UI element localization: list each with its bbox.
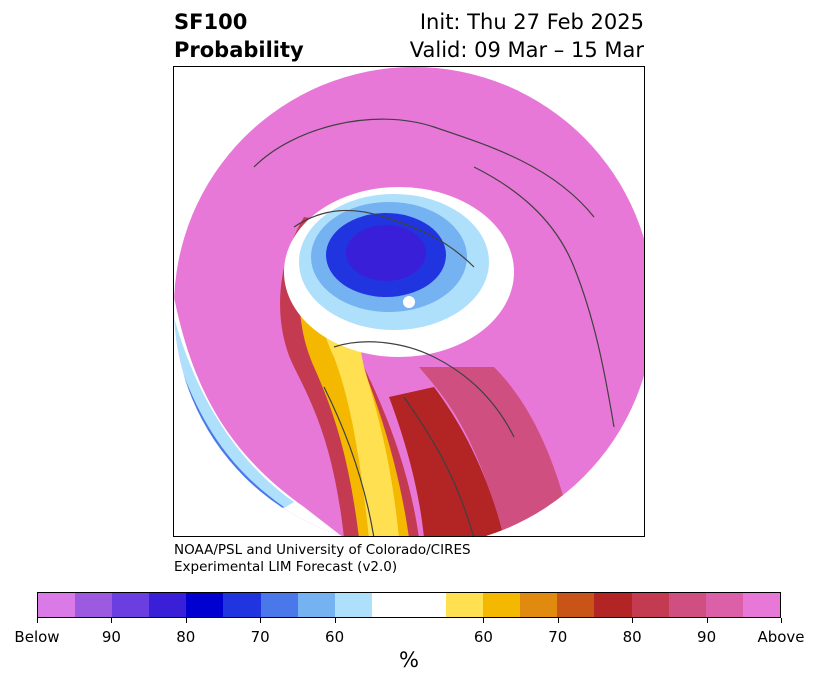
above-east-dark — [389, 387, 504, 536]
credit-line-1: NOAA/PSL and University of Colorado/CIRE… — [174, 542, 471, 558]
colorbar-tick-label: 60 — [473, 628, 493, 646]
colorbar-tick-label: 60 — [325, 628, 345, 646]
colorbar-segment — [260, 593, 298, 617]
valid-dates: Valid: 09 Mar – 15 Mar — [409, 38, 644, 62]
colorbar-tick-mark — [334, 618, 336, 623]
colorbar-segment — [594, 593, 632, 617]
colorbar-tick-mark — [781, 618, 782, 623]
colorbar-segment — [38, 593, 76, 617]
probability-map — [174, 67, 644, 536]
map-title: SF100 Probability — [174, 8, 304, 64]
colorbar-segment — [223, 593, 261, 617]
coastlines — [253, 118, 615, 536]
above-east — [419, 367, 574, 536]
colorbar-segment — [371, 593, 409, 617]
colorbar-tick-label: 70 — [548, 628, 568, 646]
neutral-spot — [403, 296, 415, 308]
forecast-dates: Init: Thu 27 Feb 2025 Valid: 09 Mar – 15… — [410, 8, 644, 64]
colorbar-tick-label: 70 — [250, 628, 270, 646]
colorbar-tick-label: Above — [757, 628, 805, 646]
credit-text: NOAA/PSL and University of Colorado/CIRE… — [174, 542, 471, 576]
colorbar-tick-mark — [632, 618, 634, 623]
colorbar-tick-label: Below — [14, 628, 60, 646]
colorbar-tick-label: 80 — [622, 628, 642, 646]
colorbar-segment — [112, 593, 150, 617]
colorbar-tick-label: 90 — [697, 628, 717, 646]
init-date: Init: Thu 27 Feb 2025 — [419, 10, 644, 34]
colorbar-tick-label: 90 — [101, 628, 121, 646]
colorbar-tick-mark — [260, 618, 262, 623]
colorbar-segment — [297, 593, 335, 617]
title-line-1: SF100 — [174, 10, 248, 34]
colorbar-tick-mark — [557, 618, 559, 623]
title-line-2: Probability — [174, 38, 304, 62]
colorbar-segment — [631, 593, 669, 617]
colorbar-tick-mark — [185, 618, 187, 623]
colorbar-tick-mark — [37, 618, 38, 623]
colorbar-segment — [334, 593, 372, 617]
colorbar-segment — [149, 593, 187, 617]
colorbar-segment — [446, 593, 484, 617]
colorbar-tick-label: 80 — [176, 628, 196, 646]
map-disk — [174, 67, 644, 536]
colorbar-tick-mark — [111, 618, 113, 623]
colorbar-segment — [668, 593, 706, 617]
colorbar-segment — [557, 593, 595, 617]
colorbar-segment — [742, 593, 780, 617]
colorbar-tick-mark — [483, 618, 485, 623]
colorbar-segment — [186, 593, 224, 617]
colorbar — [37, 592, 781, 618]
colorbar-unit-label: % — [399, 648, 419, 672]
colorbar-segment — [75, 593, 113, 617]
colorbar-segment — [483, 593, 521, 617]
credit-line-2: Experimental LIM Forecast (v2.0) — [174, 559, 398, 575]
colorbar-tick-mark — [706, 618, 708, 623]
colorbar-segment — [408, 593, 447, 617]
below-core — [346, 225, 426, 281]
colorbar-segment — [520, 593, 558, 617]
map-panel — [173, 66, 645, 537]
colorbar-segment — [705, 593, 743, 617]
